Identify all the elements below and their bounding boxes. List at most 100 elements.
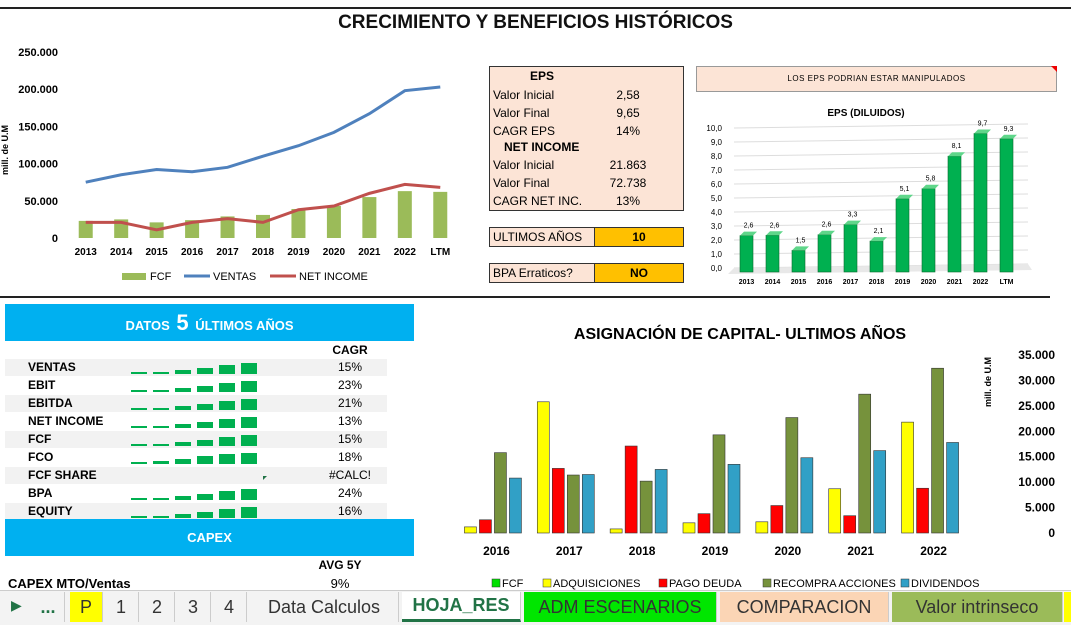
allocation-bar <box>858 393 872 534</box>
asig-y-tick: 25.000 <box>1018 399 1055 413</box>
eps-x-tick: 2015 <box>791 279 807 286</box>
eps-bar <box>843 224 858 273</box>
eps-bar-top <box>1000 134 1017 139</box>
allocation-bar <box>464 526 477 534</box>
sparkline-bar <box>175 370 191 374</box>
eps-row-label: Valor Inicial <box>493 158 555 172</box>
asig-legend-label: ADQUISICIONES <box>553 578 640 590</box>
tab-adm-escenarios[interactable]: ADM ESCENARIOS <box>524 592 717 622</box>
sparkline-bar <box>131 462 147 464</box>
sparkline-bar <box>131 498 147 500</box>
tab-comparacion[interactable]: COMPARACION <box>720 592 889 622</box>
tab-scroll-right-icon[interactable]: ▶ <box>11 597 22 613</box>
eps-bar <box>791 250 806 273</box>
allocation-bar <box>946 442 959 534</box>
x-tick-label: LTM <box>430 247 450 258</box>
datos-row-name: EBITDA <box>28 396 73 410</box>
sparkline-bar <box>241 453 257 464</box>
sparkline-bar <box>197 440 213 446</box>
eps-x-tick: 2020 <box>921 279 937 286</box>
ultimos-anos-value: 10 <box>594 228 683 246</box>
eps-row-value: 13% <box>615 194 641 208</box>
eps-bar-top <box>922 184 939 189</box>
tab-data-calculos[interactable]: Data Calculos <box>250 592 399 622</box>
sparkline-bar <box>197 422 213 428</box>
datos-row-cagr: 24% <box>337 486 363 500</box>
sparkline-bar <box>153 498 169 500</box>
eps-x-tick: 2019 <box>895 279 911 286</box>
allocation-bar <box>624 445 638 534</box>
sparkline-bar <box>241 381 257 392</box>
eps-title: EPS <box>530 69 555 83</box>
fcf-bar <box>78 220 93 238</box>
eps-row: CAGR EPS 14% <box>493 122 679 140</box>
capital-allocation-chart: 35.000 30.000 25.000 20.000 15.000 10.000 5.00… <box>464 348 1055 590</box>
allocation-bar <box>873 450 887 534</box>
sparkline <box>131 453 257 464</box>
allocation-bar <box>712 434 726 534</box>
asig-x-tick: 2016 <box>483 544 510 558</box>
tab-1[interactable]: 1 <box>104 592 139 622</box>
datos-row-name: NET INCOME <box>28 414 104 428</box>
tab-partial[interactable] <box>1064 592 1071 622</box>
eps-bar-top <box>740 231 757 236</box>
fcf-bar <box>256 214 270 238</box>
x-tick-label: 2019 <box>287 247 310 258</box>
asig-legend-swatch <box>762 578 772 588</box>
sparkline <box>131 399 257 410</box>
eps-bar <box>921 188 936 273</box>
asig-y-tick: 35.000 <box>1018 348 1055 362</box>
sparkline <box>263 476 267 480</box>
allocation-bar <box>566 474 580 534</box>
tab-more[interactable]: ... <box>32 592 65 622</box>
eps-data-label: 9,3 <box>1004 126 1014 133</box>
tab-hoja-res[interactable]: HOJA_RES <box>402 592 521 622</box>
eps-bar-top <box>766 231 783 236</box>
bpa-erraticos-cell[interactable]: BPA Erraticos? NO <box>489 263 684 283</box>
x-tick-label: 2016 <box>181 247 204 258</box>
eps-y-tick: 4,0 <box>711 208 723 217</box>
sparkline-bar <box>219 509 235 518</box>
eps-data-label: 8,1 <box>952 143 962 150</box>
datos-row-name: FCO <box>28 450 54 464</box>
tab-p[interactable]: P <box>70 592 103 622</box>
legend-net-label: NET INCOME <box>299 271 368 283</box>
allocation-bar <box>770 505 784 534</box>
net-income-title: NET INCOME <box>504 140 580 154</box>
ultimos-anos-cell[interactable]: ULTIMOS AÑOS 10 <box>489 227 684 247</box>
eps-y-tick: 1,0 <box>711 250 723 259</box>
legend-fcf-label: FCF <box>150 271 172 283</box>
top-border <box>0 7 1071 9</box>
x-tick-label: 2018 <box>252 247 275 258</box>
asig-x-tick: 2018 <box>629 544 656 558</box>
sparkline <box>131 435 257 446</box>
allocation-bar <box>800 457 814 534</box>
eps-x-tick: 2016 <box>817 279 833 286</box>
capex-header: CAPEX <box>5 519 414 556</box>
eps-bar <box>869 240 884 273</box>
sparkline-bar <box>241 435 257 446</box>
datos-row: BPA 24% <box>5 485 387 502</box>
eps-bar-top <box>870 237 887 242</box>
tab-valor-intrinseco[interactable]: Valor intrinseco <box>892 592 1063 622</box>
tab-3[interactable]: 3 <box>176 592 211 622</box>
tab-2[interactable]: 2 <box>140 592 175 622</box>
datos-row: EBITDA 21% <box>5 395 387 412</box>
sparkline-bar <box>197 494 213 500</box>
datos-row-cagr: 21% <box>337 396 363 410</box>
eps-row: Valor Inicial 2,58 <box>493 86 679 104</box>
tab-4[interactable]: 4 <box>212 592 247 622</box>
eps-row-label: CAGR NET INC. <box>493 194 583 208</box>
datos-row-name: BPA <box>28 486 53 500</box>
eps-data-label: 1,5 <box>796 237 806 244</box>
sparkline-bar <box>219 383 235 392</box>
x-tick-label: 2017 <box>216 247 239 258</box>
asig-y-tick: 15.000 <box>1018 450 1055 464</box>
asig-x-tick: 2017 <box>556 544 583 558</box>
eps-data-label: 5,1 <box>900 186 910 193</box>
sparkline <box>131 381 257 392</box>
eps-bar-top <box>948 152 965 157</box>
asig-x-tick: 2022 <box>920 544 947 558</box>
eps-data-label: 2,6 <box>770 222 780 229</box>
sparkline-bar <box>175 388 191 392</box>
